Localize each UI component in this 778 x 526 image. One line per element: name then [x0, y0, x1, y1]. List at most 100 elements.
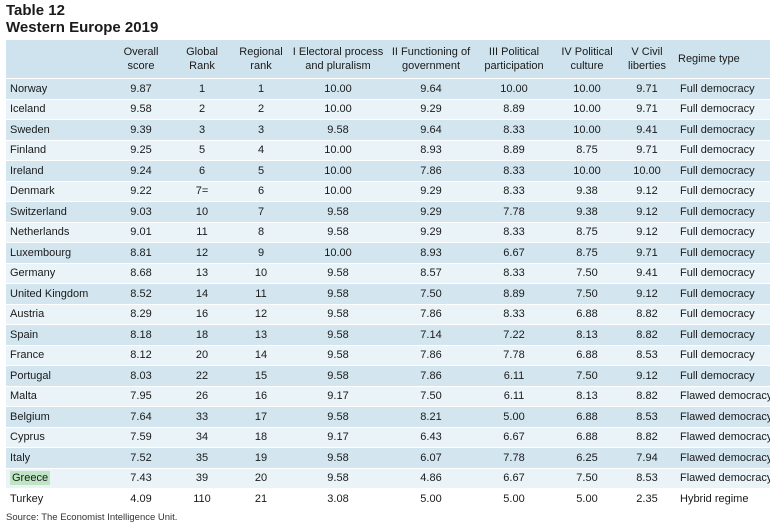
cell-text: Flawed democracy: [680, 431, 770, 444]
country-cell: Austria: [6, 303, 110, 325]
table-row: Finland 9.25 5 4 10.00 8.93 8.89 8.75 9.71 Full d…: [6, 139, 770, 161]
regime-type-cell: Hybrid regime: [672, 488, 770, 509]
value-cell: 10.00: [552, 119, 622, 140]
value-cell: 8.89: [476, 139, 552, 161]
value-cell: 20: [172, 344, 232, 366]
value-cell: 8.82: [622, 426, 672, 448]
table-row: Malta 7.95 26 16 9.17 7.50 6.11 8.13 8.82 Flawed …: [6, 385, 770, 407]
value-cell: 12: [172, 242, 232, 263]
value-cell: 5.00: [476, 406, 552, 427]
column-header-line: Global: [186, 46, 218, 58]
cell-text: United Kingdom: [10, 287, 89, 300]
country-cell: Belgium: [6, 406, 110, 427]
cell-text: 3: [198, 123, 206, 136]
cell-text: 1: [198, 82, 206, 95]
value-cell: 35: [172, 447, 232, 468]
cell-text: 9.25: [130, 144, 152, 157]
cell-text: 8.53: [636, 349, 658, 362]
cell-text: 6.25: [576, 451, 598, 464]
cell-text: 10.00: [324, 103, 352, 116]
country-cell: Denmark: [6, 180, 110, 202]
value-cell: 33: [172, 406, 232, 427]
value-cell: 17: [232, 406, 290, 427]
cell-text: Iceland: [10, 103, 46, 116]
value-cell: 6.88: [552, 406, 622, 427]
value-cell: 12: [232, 303, 290, 325]
value-cell: 5.00: [476, 488, 552, 509]
cell-text: 9.58: [327, 123, 349, 136]
regime-type-cell: Full democracy: [672, 78, 770, 99]
cell-text: Norway: [10, 82, 48, 95]
cell-text: 10.00: [324, 144, 352, 157]
regime-type-cell: Flawed democracy: [672, 426, 770, 448]
value-cell: 8.33: [476, 221, 552, 243]
value-cell: 18: [172, 324, 232, 345]
cell-text: 9: [257, 246, 265, 259]
cell-text: 9.12: [636, 369, 658, 382]
cell-text: 6.88: [576, 431, 598, 444]
democracy-index-table: Overall score Global Rank Regional rank I Elec…: [6, 40, 770, 509]
cell-text: Austria: [10, 308, 45, 321]
table-row: Germany 8.68 13 10 9.58 8.57 8.33 7.50 9.41 Full …: [6, 262, 770, 284]
cell-text: Belgium: [10, 410, 50, 423]
column-header-line: II Functioning of: [391, 46, 471, 58]
value-cell: 10.00: [552, 160, 622, 181]
cell-text: 8.75: [576, 144, 598, 157]
cell-text: 7.50: [576, 267, 598, 280]
value-cell: 9.24: [110, 160, 172, 181]
regime-type-cell: Full democracy: [672, 160, 770, 181]
value-cell: 1: [172, 78, 232, 99]
value-cell: 39: [172, 467, 232, 489]
value-cell: 9.58: [290, 344, 386, 366]
value-cell: 8.89: [476, 283, 552, 304]
value-cell: 9.25: [110, 139, 172, 161]
value-cell: 5.00: [552, 488, 622, 509]
value-cell: 6.25: [552, 447, 622, 468]
table-row: Sweden 9.39 3 3 9.58 9.64 8.33 10.00 9.41 Full de…: [6, 119, 770, 140]
value-cell: 9.58: [290, 365, 386, 386]
column-header-line: score: [127, 60, 155, 72]
table-row: Ireland 9.24 6 5 10.00 7.86 8.33 10.00 10.00 Full…: [6, 160, 770, 181]
cell-text: 9.58: [327, 267, 349, 280]
cell-text: 6.07: [420, 451, 442, 464]
cell-text: 7.95: [130, 390, 152, 403]
cell-text: 6: [257, 185, 265, 198]
cell-text: 9.71: [636, 246, 658, 259]
cell-text: 4: [257, 144, 265, 157]
value-cell: 8.53: [622, 344, 672, 366]
cell-text: 16: [195, 308, 209, 321]
cell-text: 7.43: [130, 472, 152, 485]
country-cell: Luxembourg: [6, 242, 110, 263]
cell-text: 9.58: [327, 328, 349, 341]
cell-text: 9.29: [420, 103, 442, 116]
value-cell: 14: [232, 344, 290, 366]
cell-text: 9.17: [327, 431, 349, 444]
cell-text: 8.57: [420, 267, 442, 280]
cell-text: Full democracy: [680, 144, 755, 157]
cell-text: 22: [195, 369, 209, 382]
column-header: I Electoral process and pluralism: [290, 40, 386, 79]
cell-text: 8.89: [503, 103, 525, 116]
value-cell: 8.82: [622, 385, 672, 407]
country-cell: Portugal: [6, 365, 110, 386]
value-cell: 14: [172, 283, 232, 304]
cell-text: Ireland: [10, 164, 44, 177]
value-cell: 7.50: [386, 283, 476, 304]
country-cell: Switzerland: [6, 201, 110, 222]
column-header-line: III Political: [488, 46, 540, 58]
value-cell: 16: [172, 303, 232, 325]
value-cell: 13: [232, 324, 290, 345]
cell-text: 9.29: [420, 185, 442, 198]
value-cell: 10.00: [290, 242, 386, 263]
cell-text: Turkey: [10, 492, 44, 505]
cell-text: 7.86: [420, 308, 442, 321]
cell-text: 20: [195, 349, 209, 362]
cell-text: 16: [254, 390, 268, 403]
column-header: V Civil liberties: [622, 40, 672, 79]
value-cell: 8.13: [552, 385, 622, 407]
cell-text: 7.50: [576, 369, 598, 382]
value-cell: 9.58: [110, 98, 172, 120]
country-cell: Spain: [6, 324, 110, 345]
column-header-line: Overall: [123, 46, 159, 58]
cell-text: 9.03: [130, 205, 152, 218]
